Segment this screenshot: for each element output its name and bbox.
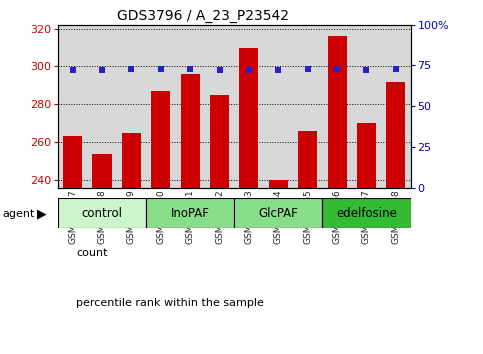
Bar: [181, 74, 200, 188]
Bar: [240, 47, 258, 188]
Text: edelfosine: edelfosine: [336, 207, 397, 220]
Bar: [146, 198, 234, 228]
Bar: [323, 198, 411, 228]
Bar: [58, 198, 146, 228]
Text: count: count: [76, 248, 108, 258]
Text: control: control: [82, 207, 123, 220]
Bar: [234, 198, 323, 228]
Bar: [357, 123, 376, 188]
Bar: [298, 131, 317, 188]
Bar: [63, 137, 82, 188]
Bar: [210, 95, 229, 188]
Bar: [92, 154, 112, 188]
Bar: [122, 133, 141, 188]
Text: agent: agent: [2, 209, 35, 219]
Text: percentile rank within the sample: percentile rank within the sample: [76, 298, 264, 308]
Bar: [386, 81, 405, 188]
Text: InoPAF: InoPAF: [171, 207, 210, 220]
Text: GlcPAF: GlcPAF: [258, 207, 298, 220]
Bar: [327, 36, 347, 188]
Text: GDS3796 / A_23_P23542: GDS3796 / A_23_P23542: [117, 9, 289, 23]
Bar: [269, 180, 288, 188]
Bar: [151, 91, 170, 188]
Text: ▶: ▶: [37, 208, 47, 221]
